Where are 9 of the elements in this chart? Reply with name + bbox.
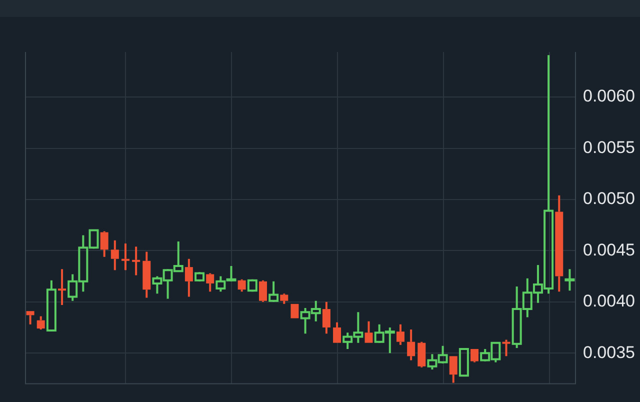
y-tick-label: 0.0035 — [583, 342, 635, 362]
y-tick-label: 0.0060 — [583, 86, 635, 106]
candlestick — [46, 279, 56, 332]
candlestick — [564, 268, 575, 292]
y-tick-label: 0.0050 — [583, 189, 635, 208]
y-tick-label: 0.0055 — [583, 138, 635, 157]
y-tick-label: 0.0045 — [583, 240, 635, 260]
y-tick-label: 0.0040 — [583, 292, 635, 311]
candlestick — [268, 280, 279, 303]
